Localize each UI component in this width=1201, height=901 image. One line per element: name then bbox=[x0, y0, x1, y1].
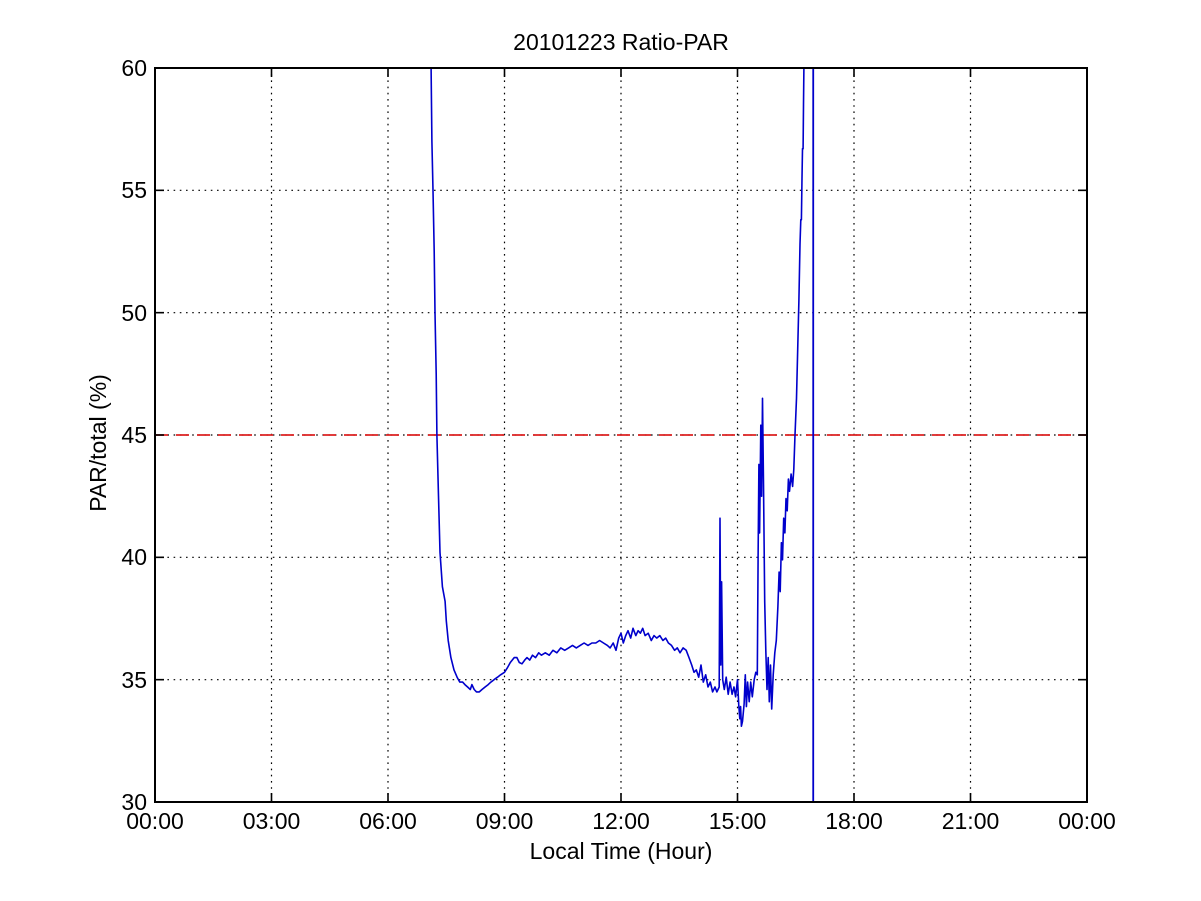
x-tick-label: 00:00 bbox=[126, 808, 184, 834]
ratio-series-line bbox=[430, 67, 805, 728]
y-tick-label: 60 bbox=[121, 55, 147, 81]
x-tick-label: 21:00 bbox=[941, 808, 1000, 834]
y-tick-label: 35 bbox=[121, 666, 147, 693]
y-tick-label: 50 bbox=[121, 299, 147, 326]
y-tick-label: 55 bbox=[121, 177, 147, 204]
x-tick-label: 03:00 bbox=[242, 808, 301, 834]
x-tick-label: 12:00 bbox=[592, 808, 650, 834]
y-tick-label: 45 bbox=[121, 422, 147, 448]
x-tick-label: 18:00 bbox=[825, 808, 883, 834]
y-tick-label: 40 bbox=[121, 544, 147, 571]
x-tick-label: 06:00 bbox=[359, 808, 417, 834]
chart-title: 20101223 Ratio-PAR bbox=[513, 29, 729, 55]
y-tick-label: 30 bbox=[121, 789, 147, 815]
x-tick-label: 15:00 bbox=[708, 808, 767, 834]
x-tick-label: 09:00 bbox=[475, 808, 534, 834]
x-axis-label: Local Time (Hour) bbox=[529, 838, 713, 864]
x-tick-label: 00:00 bbox=[1058, 808, 1116, 834]
